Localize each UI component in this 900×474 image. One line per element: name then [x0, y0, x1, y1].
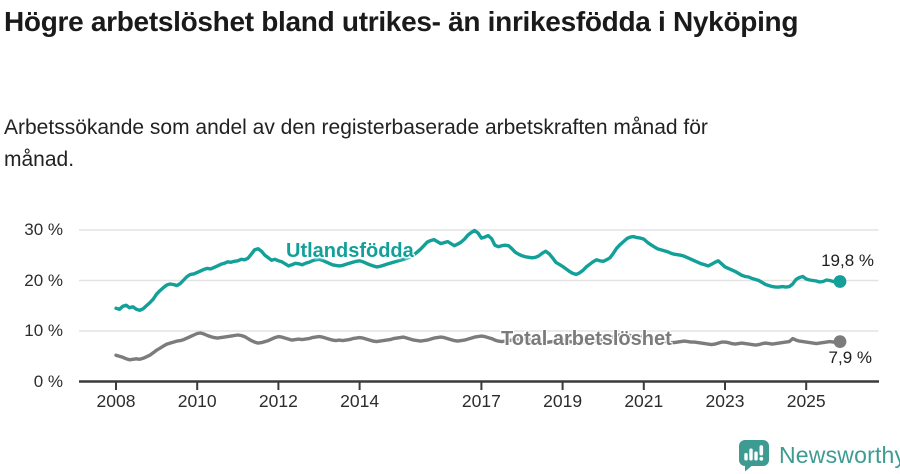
- y-tick-label: 30 %: [24, 220, 63, 239]
- x-tick-label: 2021: [624, 391, 664, 411]
- x-tick-label: 2010: [177, 391, 217, 411]
- newsworthy-logo-icon: [739, 440, 769, 472]
- x-tick-label: 2014: [340, 391, 380, 411]
- series-line-utlandsfodda: [114, 228, 842, 312]
- y-tick-label: 10 %: [24, 321, 63, 340]
- series-label-utlandsfodda: Utlandsfödda: [286, 240, 414, 262]
- x-tick-label: 2008: [96, 391, 136, 411]
- x-tick-label: 2025: [786, 391, 826, 411]
- x-tick-label: 2023: [705, 391, 745, 411]
- end-value-label-utlandsfodda: 19,8 %: [821, 251, 874, 270]
- x-tick-label: 2012: [258, 391, 298, 411]
- brand-footer: Newsworthy: [738, 439, 900, 473]
- x-tick-label: 2019: [543, 391, 583, 411]
- chart-title: Högre arbetslöshet bland utrikes- än inr…: [4, 6, 799, 37]
- chart-subtitle: Arbetssökande som andel av den registerb…: [4, 116, 708, 171]
- series-end-dot-total: [833, 335, 847, 348]
- end-value-label-total: 7,9 %: [828, 348, 872, 367]
- y-tick-label: 0 %: [33, 371, 63, 391]
- brand-name: Newsworthy: [779, 442, 900, 468]
- series-label-total-arbetsloshet: Total arbetslöshet: [501, 328, 672, 350]
- series-end-dot-utlandsfodda: [833, 275, 847, 288]
- x-tick-label: 2017: [461, 391, 501, 411]
- y-tick-label: 20 %: [24, 270, 63, 290]
- series-line-total: [114, 331, 842, 362]
